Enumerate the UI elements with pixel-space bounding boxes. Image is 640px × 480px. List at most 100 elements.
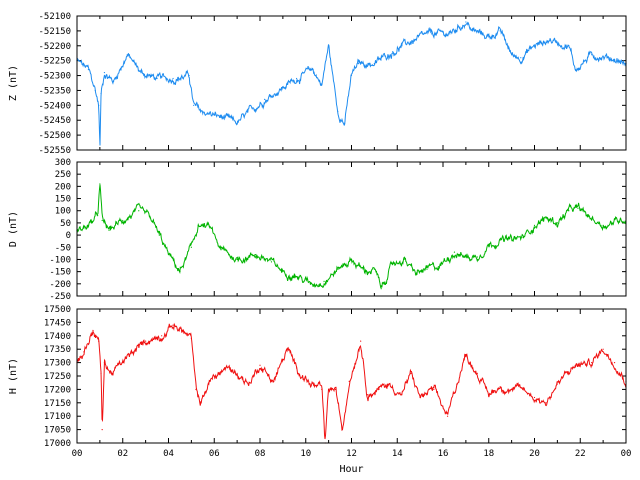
data-point bbox=[337, 110, 339, 112]
data-point bbox=[556, 222, 558, 224]
y-axis-label: H (nT) bbox=[8, 358, 19, 394]
y-tick-label: 17050 bbox=[44, 426, 71, 436]
data-point bbox=[511, 54, 513, 56]
data-point bbox=[364, 271, 366, 273]
data-point bbox=[156, 77, 158, 80]
y-tick-label: 0 bbox=[66, 231, 71, 241]
y-tick-label: 17300 bbox=[44, 359, 71, 369]
plot-frame bbox=[76, 161, 627, 297]
data-point bbox=[145, 340, 147, 342]
data-point bbox=[586, 215, 588, 217]
data-point bbox=[236, 258, 238, 261]
data-point bbox=[167, 253, 170, 256]
y-tick-label: 150 bbox=[55, 195, 71, 205]
data-point bbox=[172, 77, 174, 80]
data-point bbox=[568, 45, 570, 47]
data-point bbox=[499, 386, 501, 388]
data-point bbox=[101, 219, 103, 222]
y-tick-label: 250 bbox=[55, 170, 71, 180]
data-point bbox=[344, 122, 346, 124]
data-point bbox=[323, 280, 325, 282]
x-axis-label: Hour bbox=[339, 464, 363, 475]
data-point bbox=[465, 353, 467, 356]
x-tick-label: 02 bbox=[117, 449, 128, 459]
y-tick-label: -52400 bbox=[38, 101, 71, 111]
data-point bbox=[282, 86, 284, 89]
y-tick-label: -52550 bbox=[38, 146, 71, 156]
data-point bbox=[220, 116, 222, 118]
data-point bbox=[430, 33, 433, 35]
panel-z: -52550 -52500 -52450 -52400 -52350 -52300 -522… bbox=[8, 12, 627, 156]
data-point bbox=[366, 394, 369, 396]
data-point bbox=[92, 329, 94, 332]
data-point bbox=[437, 266, 440, 268]
data-point bbox=[161, 335, 163, 337]
data-point bbox=[83, 351, 85, 353]
data-point bbox=[568, 210, 570, 212]
data-point bbox=[99, 183, 101, 185]
data-point bbox=[360, 340, 362, 342]
y-tick-label: -52200 bbox=[38, 42, 71, 52]
y-tick-label: -52250 bbox=[38, 57, 71, 67]
data-point bbox=[545, 402, 547, 404]
data-point bbox=[312, 69, 314, 71]
data-point bbox=[472, 30, 474, 32]
data-point bbox=[103, 71, 106, 74]
data-point bbox=[350, 258, 353, 261]
data-point bbox=[373, 268, 375, 270]
series-line bbox=[76, 21, 627, 146]
data-point bbox=[328, 388, 330, 390]
panel-h: 17000 17050 17100 17150 17200 17250 17300 17350… bbox=[8, 305, 627, 449]
data-point bbox=[449, 33, 451, 35]
data-point bbox=[476, 372, 478, 374]
series-line bbox=[76, 322, 627, 440]
y-tick-label: -50 bbox=[55, 243, 71, 253]
plot-frame bbox=[76, 308, 627, 444]
data-point bbox=[225, 367, 227, 369]
data-point bbox=[254, 253, 257, 256]
data-point bbox=[387, 383, 389, 385]
data-point bbox=[98, 340, 100, 342]
data-point bbox=[328, 45, 330, 47]
data-point bbox=[197, 224, 199, 226]
data-point bbox=[188, 74, 190, 77]
data-point bbox=[414, 39, 417, 41]
data-point bbox=[511, 388, 513, 390]
data-point bbox=[456, 383, 458, 385]
data-point bbox=[609, 57, 611, 59]
data-point bbox=[296, 367, 298, 369]
y-axis-label: D (nT) bbox=[8, 211, 19, 247]
data-point bbox=[209, 380, 211, 382]
data-point bbox=[149, 217, 151, 219]
data-point bbox=[453, 251, 456, 253]
data-point bbox=[533, 224, 536, 226]
data-point bbox=[190, 337, 192, 340]
y-tick-label: -52100 bbox=[38, 12, 71, 22]
data-point bbox=[392, 51, 394, 53]
y-tick-label: 17250 bbox=[44, 372, 71, 382]
data-point bbox=[179, 271, 181, 273]
data-point bbox=[414, 273, 417, 275]
data-point bbox=[533, 396, 536, 399]
data-point bbox=[282, 271, 284, 273]
data-point bbox=[190, 246, 192, 248]
data-point bbox=[321, 388, 323, 390]
data-point bbox=[373, 63, 375, 65]
data-point bbox=[87, 69, 90, 71]
data-point bbox=[321, 83, 323, 86]
data-point bbox=[286, 348, 289, 350]
data-point bbox=[259, 364, 261, 366]
data-point bbox=[511, 239, 513, 241]
data-point bbox=[110, 372, 112, 374]
data-point bbox=[419, 396, 421, 399]
data-point bbox=[426, 268, 428, 270]
data-point bbox=[87, 224, 90, 226]
data-point bbox=[499, 239, 501, 241]
data-point bbox=[133, 351, 135, 353]
data-point bbox=[499, 30, 501, 32]
data-point bbox=[273, 380, 275, 382]
data-point bbox=[341, 429, 343, 431]
data-point bbox=[433, 388, 435, 390]
data-point bbox=[392, 263, 394, 265]
